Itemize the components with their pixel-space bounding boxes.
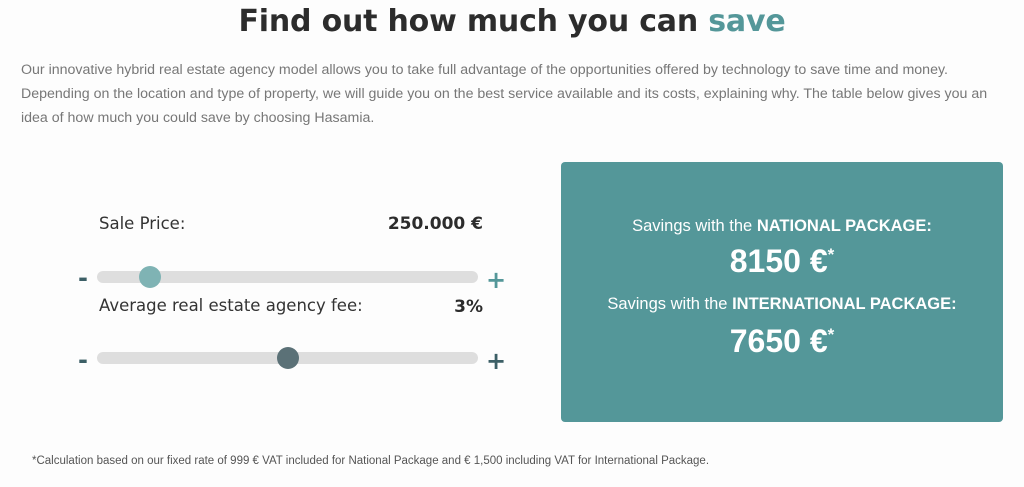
international-savings-label: Savings with the INTERNATIONAL PACKAGE:	[561, 295, 1003, 314]
agency-fee-slider-thumb[interactable]	[276, 347, 299, 369]
international-savings-asterisk: *	[827, 325, 835, 344]
page-title-accent: save	[708, 4, 786, 39]
sale-price-slider-thumb[interactable]	[138, 266, 161, 288]
intro-paragraph: Our innovative hybrid real estate agency…	[21, 62, 988, 126]
agency-fee-label: Average real estate agency fee:	[99, 296, 363, 315]
agency-fee-value: 3%	[454, 297, 483, 317]
international-savings-amount-row: 7650 €*	[561, 323, 1003, 360]
page-title-main: Find out how much you can	[238, 4, 699, 39]
sale-price-slider[interactable]	[97, 266, 478, 288]
agency-fee-slider[interactable]	[97, 347, 478, 369]
national-savings-label: Savings with the NATIONAL PACKAGE:	[561, 217, 1003, 236]
agency-fee-decrease-button[interactable]: -	[78, 346, 88, 374]
international-savings-prefix: Savings with the	[607, 295, 733, 313]
international-package-name: INTERNATIONAL PACKAGE:	[732, 295, 957, 313]
sale-price-decrease-button[interactable]: -	[78, 264, 88, 292]
sale-price-value: 250.000 €	[387, 214, 483, 234]
savings-panel: Savings with the NATIONAL PACKAGE: 8150 …	[561, 162, 1003, 422]
national-package-name: NATIONAL PACKAGE:	[756, 217, 932, 235]
national-savings-amount: 8150 €	[729, 243, 828, 279]
national-savings-asterisk: *	[827, 245, 835, 264]
national-savings-amount-row: 8150 €*	[561, 243, 1003, 280]
calculation-footnote: *Calculation based on our fixed rate of …	[32, 455, 710, 467]
agency-fee-increase-button[interactable]: +	[486, 347, 507, 375]
sale-price-label: Sale Price:	[99, 214, 186, 233]
national-savings-prefix: Savings with the	[632, 217, 757, 235]
sale-price-increase-button[interactable]: +	[486, 266, 507, 294]
page-title: Find out how much you can save	[0, 4, 1024, 39]
international-savings-amount: 7650 €	[729, 323, 828, 359]
